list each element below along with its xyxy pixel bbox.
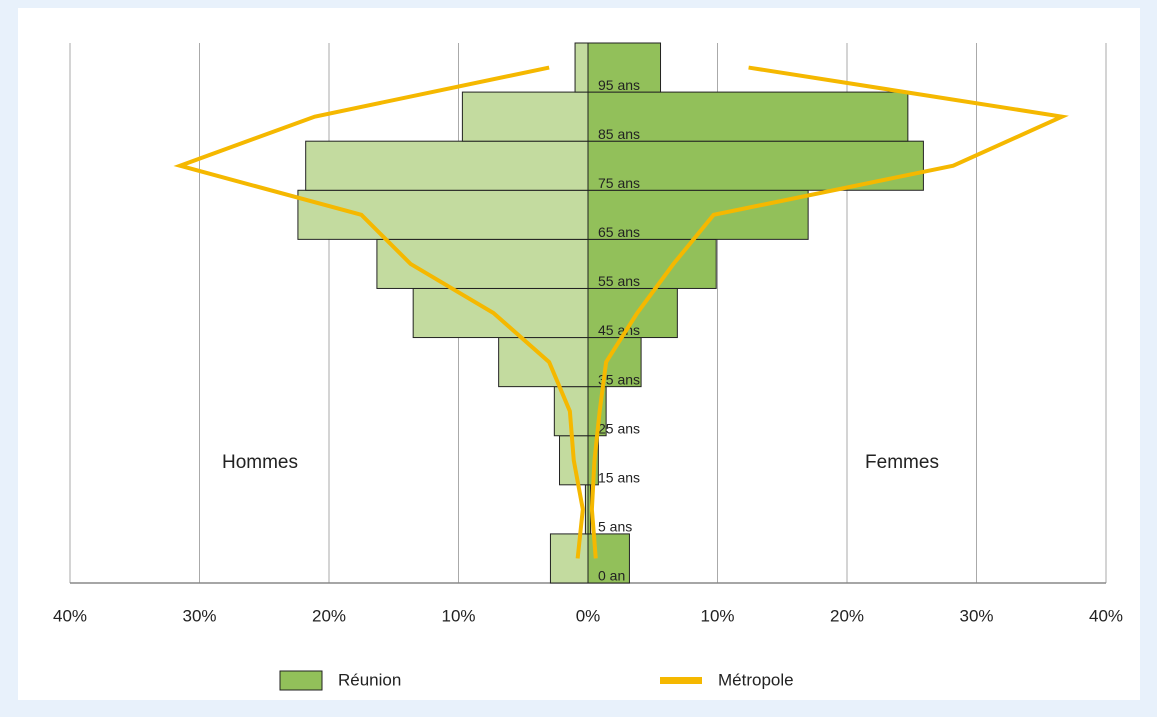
y-category-label: 85 ans xyxy=(598,126,640,142)
x-tick-label: 0% xyxy=(576,606,601,625)
bar xyxy=(305,140,589,191)
y-category-label: 35 ans xyxy=(598,371,640,387)
bar xyxy=(498,337,589,388)
x-tick-label: 30% xyxy=(959,606,993,625)
y-category-label: 75 ans xyxy=(598,175,640,191)
x-tick-label: 20% xyxy=(830,606,864,625)
legend-label: Métropole xyxy=(718,670,794,689)
y-category-label: 0 an xyxy=(598,568,625,584)
bar xyxy=(587,91,909,142)
legend-swatch xyxy=(279,670,323,691)
x-tick-label: 30% xyxy=(182,606,216,625)
x-tick-label: 40% xyxy=(53,606,87,625)
bar xyxy=(587,238,717,289)
y-category-label: 55 ans xyxy=(598,273,640,289)
y-category-label: 65 ans xyxy=(598,224,640,240)
bar xyxy=(297,189,589,240)
bar xyxy=(587,42,662,93)
bar xyxy=(574,42,589,93)
x-tick-label: 20% xyxy=(312,606,346,625)
y-category-label: 25 ans xyxy=(598,420,640,436)
y-category-label: 5 ans xyxy=(598,519,632,535)
bar xyxy=(461,91,589,142)
bar xyxy=(549,533,589,584)
bar xyxy=(412,287,589,339)
x-tick-label: 10% xyxy=(700,606,734,625)
x-tick-label: 10% xyxy=(441,606,475,625)
legend-swatch xyxy=(660,677,702,684)
y-category-label: 15 ans xyxy=(598,470,640,486)
line xyxy=(173,65,585,559)
y-category-label: 45 ans xyxy=(598,322,640,338)
line xyxy=(589,65,1069,559)
y-category-label: 95 ans xyxy=(598,77,640,93)
x-tick-label: 40% xyxy=(1089,606,1123,625)
legend-label: Réunion xyxy=(338,670,401,689)
annotation: Femmes xyxy=(865,452,939,473)
annotation: Hommes xyxy=(222,452,298,473)
bar xyxy=(587,287,678,339)
